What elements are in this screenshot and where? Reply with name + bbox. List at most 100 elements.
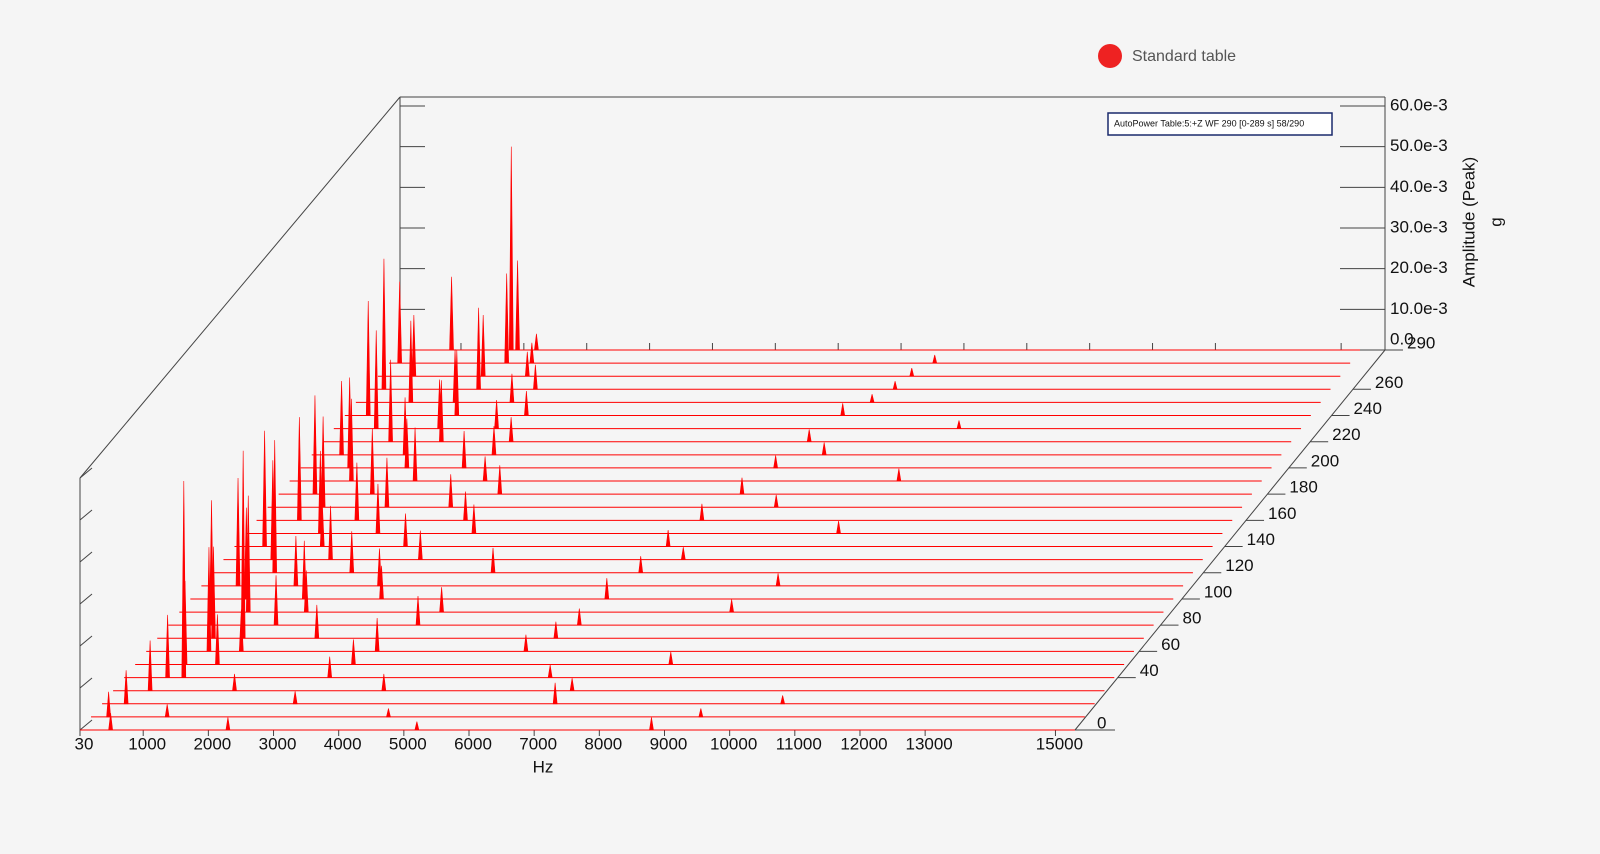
peak bbox=[461, 430, 467, 469]
z-tick bbox=[79, 593, 93, 605]
peak bbox=[232, 673, 237, 691]
legend-label: Standard table bbox=[1132, 48, 1236, 65]
peak bbox=[932, 354, 938, 364]
z-tick-label: 60.0e-3 bbox=[1390, 95, 1448, 114]
peak bbox=[524, 351, 530, 377]
peak bbox=[476, 307, 481, 390]
peak bbox=[347, 377, 352, 469]
x-tick-label: 7000 bbox=[519, 734, 557, 753]
peak bbox=[147, 640, 153, 691]
peak bbox=[209, 500, 214, 626]
z-tick bbox=[79, 509, 93, 521]
peak bbox=[463, 491, 468, 521]
peak bbox=[553, 621, 559, 639]
peak bbox=[698, 708, 704, 718]
axis-line bbox=[79, 96, 401, 479]
peak bbox=[775, 573, 781, 587]
x-tick-label: 10000 bbox=[710, 734, 757, 753]
depth-tick-label: 40 bbox=[1140, 661, 1159, 680]
peak bbox=[244, 507, 249, 600]
peak bbox=[569, 678, 575, 691]
x-tick-label: 12000 bbox=[840, 734, 887, 753]
legend-marker bbox=[1098, 44, 1122, 68]
x-tick-label: 11000 bbox=[776, 734, 822, 753]
z-axis-unit: g bbox=[1486, 217, 1505, 226]
peak bbox=[339, 380, 344, 456]
peak bbox=[780, 695, 786, 705]
peak bbox=[108, 713, 113, 731]
annotation-box bbox=[1107, 112, 1333, 136]
peak bbox=[604, 578, 610, 600]
peak bbox=[439, 587, 444, 613]
depth-tick-label: 240 bbox=[1354, 399, 1382, 418]
peak bbox=[327, 656, 333, 678]
depth-tick-label: 0 bbox=[1097, 713, 1106, 732]
depth-tick-label: 160 bbox=[1268, 504, 1296, 523]
x-tick-label: 13000 bbox=[905, 734, 952, 753]
peak bbox=[840, 403, 846, 416]
peak bbox=[508, 146, 514, 351]
peak bbox=[292, 691, 298, 705]
peak bbox=[773, 494, 779, 508]
x-tick-label: 1000 bbox=[128, 734, 166, 753]
peak bbox=[351, 639, 356, 665]
peak bbox=[806, 429, 812, 443]
peak bbox=[869, 394, 875, 403]
peak bbox=[386, 708, 391, 718]
z-axis-label: Amplitude (Peak) bbox=[1459, 157, 1478, 287]
peak bbox=[497, 465, 503, 495]
x-tick-label: 30 bbox=[75, 734, 94, 753]
peak bbox=[418, 530, 423, 560]
z-tick bbox=[79, 677, 93, 689]
peak bbox=[773, 455, 778, 469]
peak bbox=[448, 474, 454, 508]
z-tick bbox=[79, 635, 93, 647]
peak bbox=[892, 381, 898, 390]
peak bbox=[106, 691, 111, 718]
peak bbox=[354, 462, 360, 521]
peak bbox=[680, 547, 686, 560]
depth-tick-label: 260 bbox=[1375, 373, 1403, 392]
peak bbox=[490, 547, 496, 574]
peak bbox=[437, 379, 442, 429]
peak bbox=[649, 717, 654, 731]
x-tick-label: 4000 bbox=[324, 734, 362, 753]
peak bbox=[729, 599, 734, 613]
peak bbox=[165, 614, 170, 678]
peak bbox=[262, 430, 267, 547]
depth-tick-label: 80 bbox=[1183, 609, 1202, 628]
peak bbox=[411, 315, 417, 377]
peak bbox=[365, 301, 371, 416]
peak bbox=[164, 704, 170, 718]
peak bbox=[375, 483, 381, 534]
peak bbox=[515, 260, 520, 351]
peak bbox=[449, 276, 454, 351]
z-tick-label: 0.0 bbox=[1390, 329, 1414, 348]
peak bbox=[215, 614, 220, 665]
z-tick-label: 40.0e-3 bbox=[1390, 177, 1448, 196]
peak bbox=[508, 417, 514, 443]
peak bbox=[836, 521, 841, 534]
peak bbox=[381, 258, 387, 390]
peak bbox=[312, 395, 318, 495]
depth-tick-label: 60 bbox=[1161, 635, 1180, 654]
peak bbox=[547, 664, 553, 678]
peak bbox=[301, 540, 307, 600]
peak bbox=[273, 575, 279, 626]
peak bbox=[384, 457, 390, 508]
depth-tick-label: 140 bbox=[1247, 530, 1275, 549]
x-tick-label: 9000 bbox=[650, 734, 688, 753]
peak bbox=[123, 670, 129, 705]
peak bbox=[225, 717, 231, 731]
peak bbox=[534, 333, 539, 351]
peak bbox=[896, 468, 902, 482]
peak bbox=[668, 651, 674, 665]
peak bbox=[414, 721, 420, 731]
depth-tick-label: 100 bbox=[1204, 582, 1232, 601]
peak bbox=[381, 673, 387, 691]
peak bbox=[509, 373, 515, 403]
peak bbox=[529, 342, 535, 364]
peak bbox=[415, 596, 421, 626]
peak bbox=[699, 503, 705, 521]
peak bbox=[533, 364, 538, 390]
